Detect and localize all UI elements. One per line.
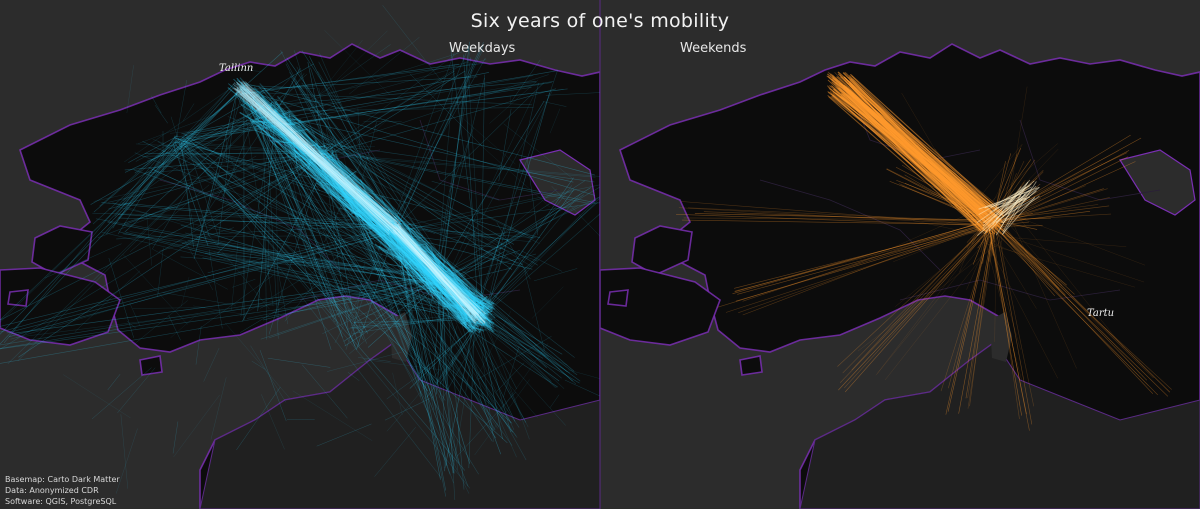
weekends-label: Weekends: [680, 41, 747, 56]
map-title: Six years of one's mobility: [470, 10, 730, 32]
city-label-tallinn: Tallinn: [219, 63, 254, 74]
weekdays-label: Weekdays: [449, 41, 516, 56]
weekends-basemap: [600, 43, 1200, 509]
credit-software: Software: QGIS, PostgreSQL: [5, 497, 117, 506]
credit-data: Data: Anonymized CDR: [5, 486, 99, 495]
map-credits: Basemap: Carto Dark Matter Data: Anonymi…: [5, 474, 120, 507]
weekdays-flow-lines: [0, 5, 600, 501]
credit-basemap: Basemap: Carto Dark Matter: [5, 475, 120, 484]
weekends-flow-lines: [675, 71, 1172, 431]
weekdays-basemap: [0, 43, 600, 509]
city-label-tartu: Tartu: [1087, 308, 1115, 319]
